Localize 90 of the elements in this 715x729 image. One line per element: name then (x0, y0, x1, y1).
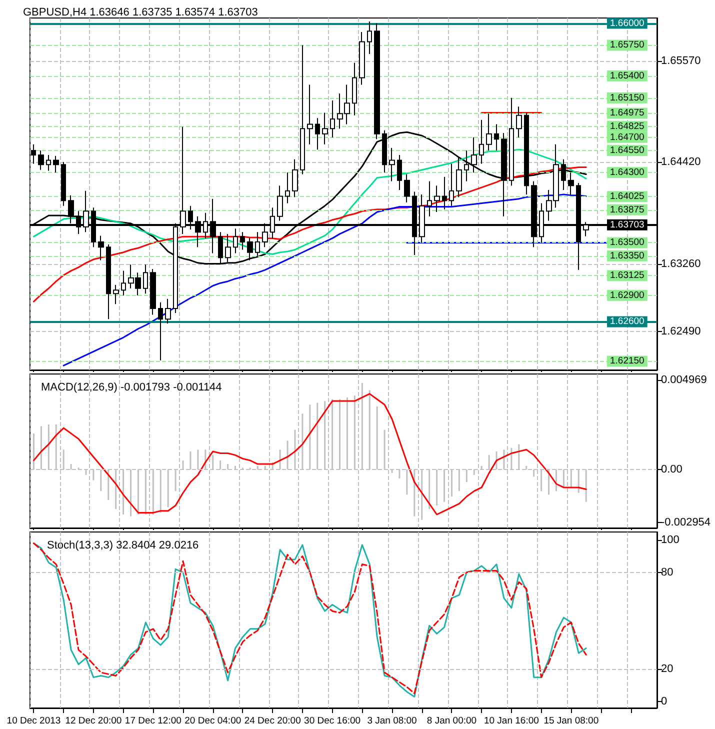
line-series (32, 166, 587, 302)
line-series (32, 148, 587, 255)
ref-line-label: 1.64975 (610, 108, 644, 119)
ref-line-label: 1.65750 (610, 40, 644, 51)
candlestick (233, 228, 238, 254)
candlestick (121, 270, 126, 296)
candlestick (53, 155, 59, 173)
y-tick-label: 1.64420 (661, 156, 701, 168)
y-tick-label: 0.00 (661, 463, 682, 476)
candlestick (359, 32, 365, 86)
candlestick (397, 154, 402, 191)
y-tick-label: 0.004969 (661, 374, 707, 386)
y-tick-label: 0 (661, 696, 668, 708)
candlestick (516, 106, 522, 138)
candlestick (374, 22, 380, 140)
candlestick (367, 21, 372, 54)
candlestick (404, 174, 410, 203)
candlestick (61, 161, 66, 206)
text: Stoch(13,3,3) 32.8404 29.0216 (47, 540, 199, 552)
candlestick (255, 232, 260, 256)
ref-line-label: 1.62600 (610, 316, 644, 328)
candlestick (479, 119, 484, 164)
candlestick (247, 236, 253, 261)
candlestick (46, 154, 51, 172)
ref-line-label: 1.64700 (610, 132, 644, 143)
ref-line-label: 1.63703 (610, 219, 644, 230)
candlestick (389, 147, 395, 182)
candlestick (98, 235, 104, 261)
ref-line-label: 1.64025 (610, 191, 644, 202)
y-tick-label: 100 (661, 534, 680, 546)
ref-line-label: 1.64550 (610, 145, 644, 156)
chart-title: GBPUSD,H4 1.63646 1.63735 1.63574 1.63703 (23, 6, 258, 18)
candlestick (434, 185, 440, 212)
candlestick (456, 156, 462, 198)
candlestick (330, 100, 335, 138)
candlestick (322, 112, 328, 145)
candlestick (494, 124, 499, 152)
candlestick (561, 158, 566, 191)
candlestick (292, 158, 298, 198)
ref-line-label: 1.62150 (610, 356, 644, 367)
line-series (62, 194, 587, 366)
y-tick-label: 1.65570 (661, 55, 701, 68)
candlestick (143, 264, 148, 294)
x-tick-label: 3 Jan 08:00 (367, 716, 417, 726)
x-tick-label: 20 Dec 04:00 (184, 716, 242, 726)
x-tick-label: 10 Dec 2013 (6, 716, 61, 726)
candlestick (307, 84, 313, 145)
x-tick-label: 17 Dec 12:00 (124, 716, 182, 726)
line-series (32, 393, 587, 516)
y-tick-label: 80 (661, 566, 674, 578)
candlestick (486, 113, 492, 152)
candlestick (464, 150, 469, 182)
candlestick (568, 172, 574, 195)
candlestick (300, 44, 305, 175)
x-tick-label: 12 Dec 20:00 (65, 716, 122, 726)
ref-line-label: 1.63875 (610, 204, 644, 216)
y-tick-label: -0.002954 (661, 516, 711, 529)
x-tick-label: 8 Jan 00:00 (426, 716, 477, 726)
ref-line-label: 1.62900 (610, 290, 644, 301)
candlestick (352, 62, 357, 116)
text: MACD(12,26,9) -0.001793 -0.001144 (41, 382, 222, 394)
candlestick (165, 298, 171, 324)
x-tick-label: 24 Dec 20:00 (244, 716, 301, 726)
candlestick (315, 118, 320, 150)
ref-line-label: 1.65400 (610, 70, 644, 82)
candlestick (471, 136, 477, 173)
y-tick-label: 20 (661, 663, 674, 676)
y-tick-label: 1.62490 (661, 325, 701, 338)
ref-line-label: 1.64825 (610, 120, 644, 132)
y-tick-label: 1.63260 (661, 258, 701, 270)
candlestick (150, 268, 156, 316)
x-tick-label: 10 Jan 16:00 (484, 716, 539, 726)
ref-line-label: 1.63500 (610, 237, 644, 248)
candlestick (277, 185, 283, 222)
candlestick (38, 150, 44, 170)
candlestick (442, 176, 447, 210)
ref-line-label: 1.63125 (610, 270, 644, 282)
candlestick (240, 232, 245, 250)
x-tick-label: 15 Jan 08:00 (544, 716, 599, 726)
candlestick (449, 163, 454, 206)
ref-line-label: 1.64300 (610, 166, 644, 178)
candlestick (427, 180, 432, 217)
candlestick (158, 302, 163, 361)
ref-line-label: 1.65150 (610, 92, 644, 104)
x-tick-label: 30 Dec 16:00 (304, 716, 361, 726)
candlestick (113, 284, 119, 305)
ref-line-label: 1.63350 (610, 250, 644, 262)
candlestick (285, 172, 290, 204)
candlestick (106, 244, 111, 320)
ref-line-label: 1.66000 (610, 18, 644, 29)
